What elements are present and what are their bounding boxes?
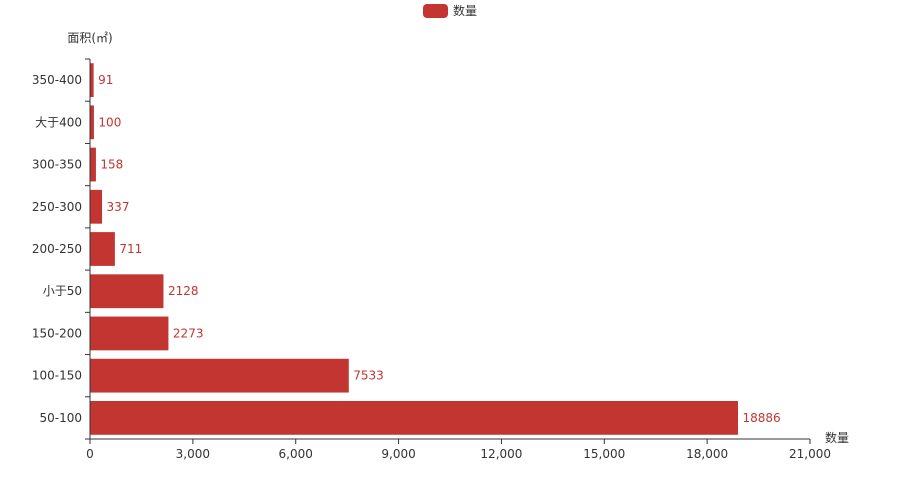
x-tick-label: 6,000 [279,447,313,461]
bar[interactable] [90,105,94,140]
x-tick-label: 18,000 [686,447,728,461]
data-label: 7533 [353,369,384,383]
y-tick-label: 50-100 [39,411,82,425]
x-tick-label: 0 [86,447,94,461]
y-tick-label: 350-400 [32,73,82,87]
x-tick-label: 21,000 [789,447,831,461]
bar[interactable] [90,274,164,309]
x-tick-label: 15,000 [583,447,625,461]
legend-label[interactable]: 数量 [453,3,477,18]
data-label: 91 [98,73,113,87]
x-axis-title: 数量 [825,430,849,445]
data-label: 158 [100,158,123,172]
bar[interactable] [90,232,115,266]
y-tick-label: 300-350 [32,158,82,172]
data-label: 100 [98,115,121,129]
y-tick-label: 150-200 [32,326,82,340]
y-tick-label: 大于400 [35,115,82,129]
y-tick-label: 250-300 [32,200,82,214]
data-label: 337 [107,200,130,214]
data-label: 2128 [168,284,199,298]
bar[interactable] [90,401,739,435]
bar[interactable] [90,63,94,97]
bar[interactable] [90,147,96,182]
bar[interactable] [90,189,103,224]
y-tick-label: 100-150 [32,369,82,383]
y-tick-label: 200-250 [32,242,82,256]
y-tick-label: 小于50 [43,284,82,298]
legend-swatch[interactable] [423,4,448,18]
data-label: 2273 [173,326,204,340]
data-label: 711 [119,242,142,256]
x-tick-label: 12,000 [480,447,522,461]
x-tick-label: 9,000 [381,447,415,461]
x-tick-label: 3,000 [176,447,210,461]
data-label: 18886 [743,411,781,425]
bar[interactable] [90,316,169,351]
bar[interactable] [90,358,349,393]
y-axis-title: 面积(㎡) [67,31,112,45]
legend[interactable]: 数量 [423,3,477,18]
